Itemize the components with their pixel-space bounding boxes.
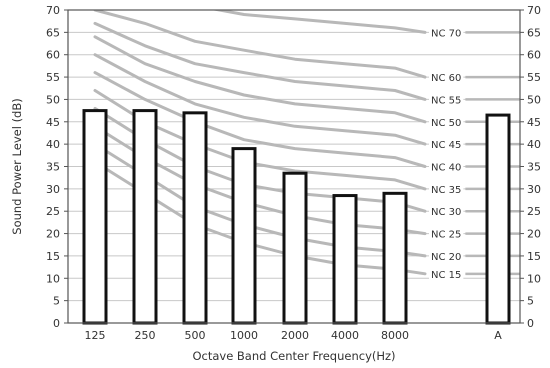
bar [231, 147, 257, 325]
nc-label-background [429, 269, 464, 281]
nc-curve [211, 10, 427, 34]
y-tick-label: 25 [46, 205, 60, 218]
y-tick-label: 50 [46, 93, 60, 106]
bar [332, 194, 358, 325]
bar [132, 109, 158, 325]
nc-label-background [429, 73, 464, 85]
x-tick-label: 500 [185, 329, 206, 342]
nc-curve-label: NC 20 [431, 252, 461, 263]
bar [82, 109, 108, 325]
y-tick-label-right: 5 [527, 295, 534, 308]
x-tick-label: 2000 [281, 329, 309, 342]
nc-curve-label: NC 70 [431, 28, 461, 39]
bar [282, 171, 308, 325]
nc-curve-label: NC 60 [431, 73, 461, 84]
y-tick-label: 0 [53, 317, 60, 330]
y-tick-label-right: 70 [527, 4, 541, 17]
y-tick-label-right: 40 [527, 138, 541, 151]
y-tick-label: 55 [46, 71, 60, 84]
y-tick-label-right: 30 [527, 183, 541, 196]
nc-label-background [429, 184, 464, 196]
nc-label-background [429, 140, 464, 152]
y-tick-label: 60 [46, 49, 60, 62]
nc-curve-label: NC 55 [431, 95, 461, 106]
y-tick-label-right: 15 [527, 250, 541, 263]
bar [382, 191, 408, 325]
y-tick-label-right: 35 [527, 161, 541, 174]
y-tick-label-right: 25 [527, 205, 541, 218]
y-tick-label: 65 [46, 26, 60, 39]
x-tick-label: 125 [85, 329, 106, 342]
x-tick-label: 4000 [331, 329, 359, 342]
x-axis-title: Octave Band Center Frequency(Hz) [192, 349, 395, 363]
x-tick-label: 1000 [230, 329, 258, 342]
y-tick-label: 45 [46, 116, 60, 129]
y-tick-label: 30 [46, 183, 60, 196]
nc-label-background [429, 117, 464, 129]
nc-curve [93, 21, 427, 101]
y-tick-label-right: 45 [527, 116, 541, 129]
nc-curve-label: NC 35 [431, 185, 461, 196]
y-tick-label-right: 50 [527, 93, 541, 106]
nc-curve-label: NC 30 [431, 207, 461, 218]
y-tick-label: 5 [53, 295, 60, 308]
y-tick-label: 35 [46, 161, 60, 174]
nc-curve-label: NC 40 [431, 163, 461, 174]
y-tick-label-right: 55 [527, 71, 541, 84]
nc-label-background [429, 207, 464, 219]
y-tick-label-right: 60 [527, 49, 541, 62]
nc-label-background [429, 28, 464, 40]
y-axis-title: Sound Power Level (dB) [10, 98, 24, 234]
y-tick-label: 20 [46, 228, 60, 241]
nc-curve-label: NC 15 [431, 270, 461, 281]
y-tick-label: 15 [46, 250, 60, 263]
nc-curve-label: NC 50 [431, 118, 461, 129]
bar [485, 113, 511, 325]
x-tick-label: 250 [135, 329, 156, 342]
nc-curve [93, 53, 427, 146]
y-tick-label: 10 [46, 272, 60, 285]
nc-curve-label: NC 25 [431, 230, 461, 241]
y-tick-label-right: 0 [527, 317, 534, 330]
nc-label-background [429, 229, 464, 241]
nc-curve [93, 71, 427, 168]
y-tick-label-right: 20 [527, 228, 541, 241]
nc-curve-label: NC 45 [431, 140, 461, 151]
y-tick-label: 70 [46, 4, 60, 17]
nc-curve [93, 35, 427, 124]
y-tick-label-right: 65 [527, 26, 541, 39]
y-tick-label: 40 [46, 138, 60, 151]
x-tick-label: A [494, 329, 502, 342]
nc-label-background [429, 162, 464, 174]
y-tick-label-right: 10 [527, 272, 541, 285]
nc-curve [93, 10, 427, 79]
x-tick-label: 8000 [381, 329, 409, 342]
bar [182, 111, 208, 325]
nc-label-background [429, 251, 464, 263]
bars [82, 109, 511, 325]
nc-curve-labels: NC 15 NC 20 NC 25 NC 30 NC 35 NC 40 NC 45 NC 50… [429, 28, 464, 281]
nc-label-background [429, 95, 464, 107]
